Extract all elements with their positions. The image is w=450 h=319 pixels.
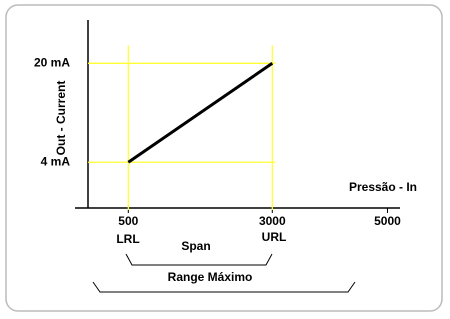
y-tick-label: 20 mA bbox=[34, 55, 70, 69]
x-tick-label: 5000 bbox=[374, 214, 401, 228]
y-axis-label: Out - Current bbox=[54, 81, 68, 156]
annotation: LRL bbox=[116, 232, 139, 246]
y-tick-label: 4 mA bbox=[41, 154, 71, 168]
frame bbox=[5, 4, 443, 312]
annotation: Span bbox=[181, 239, 210, 253]
span-bracket bbox=[125, 253, 273, 266]
x-tick-label: 3000 bbox=[259, 214, 286, 228]
x-axis-label: Pressão - In bbox=[349, 180, 417, 194]
x-tick-label: 500 bbox=[118, 214, 138, 228]
annotation: URL bbox=[262, 230, 287, 244]
annotation: Range Máximo bbox=[168, 270, 253, 284]
range-bracket bbox=[92, 281, 356, 293]
data-line bbox=[127, 62, 274, 164]
